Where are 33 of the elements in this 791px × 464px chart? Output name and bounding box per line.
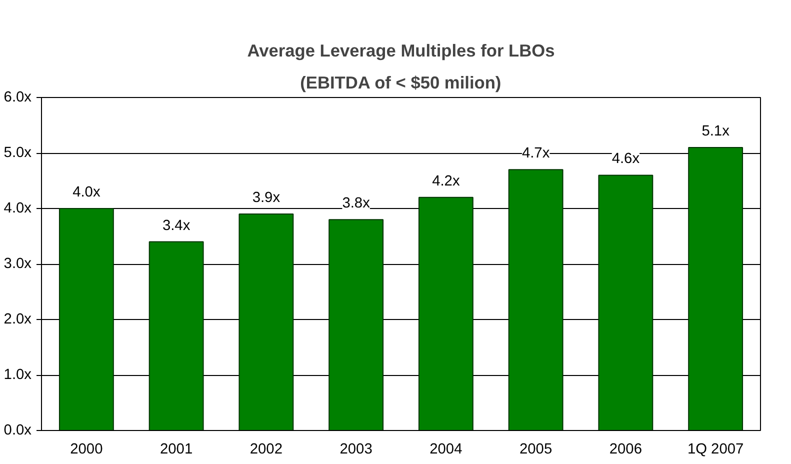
bar (598, 174, 654, 430)
y-tick-label: 1.0x (4, 367, 32, 383)
x-tick-label: 2004 (430, 442, 462, 458)
bar (688, 146, 744, 430)
bar (238, 214, 294, 430)
bar (418, 196, 474, 430)
x-tick-label: 2000 (70, 442, 103, 458)
data-label: 3.9x (252, 190, 281, 206)
y-tick-label: 4.0x (4, 200, 32, 216)
y-tick-label: 3.0x (4, 256, 32, 272)
x-tick-label: 2002 (250, 442, 282, 458)
bar (148, 241, 204, 430)
data-label: 5.1x (702, 123, 730, 140)
data-label: 4.0x (72, 184, 101, 200)
data-label: 4.7x (522, 146, 550, 162)
bar (328, 219, 384, 430)
bar (58, 208, 114, 430)
x-tick-label: 2001 (160, 442, 193, 458)
x-tick-label: 1Q 2007 (687, 442, 744, 458)
chart-title: Average Leverage Multiples for LBOs (247, 40, 555, 60)
y-tick-label: 5.0x (4, 145, 32, 161)
data-label: 3.4x (162, 218, 191, 234)
y-tick-label: 2.0x (4, 312, 32, 328)
chart-subtitle: (EBITDA of < $50 milion) (300, 72, 502, 92)
y-tick-label: 0.0x (4, 422, 32, 438)
y-tick-label: 6.0x (4, 90, 32, 106)
bar (508, 169, 564, 430)
x-tick-label: 2003 (340, 442, 372, 458)
data-label: 3.8x (342, 196, 371, 212)
data-label: 4.6x (612, 151, 640, 168)
data-label: 4.2x (432, 173, 460, 190)
x-tick-label: 2006 (609, 442, 642, 458)
x-tick-label: 2005 (520, 442, 552, 458)
